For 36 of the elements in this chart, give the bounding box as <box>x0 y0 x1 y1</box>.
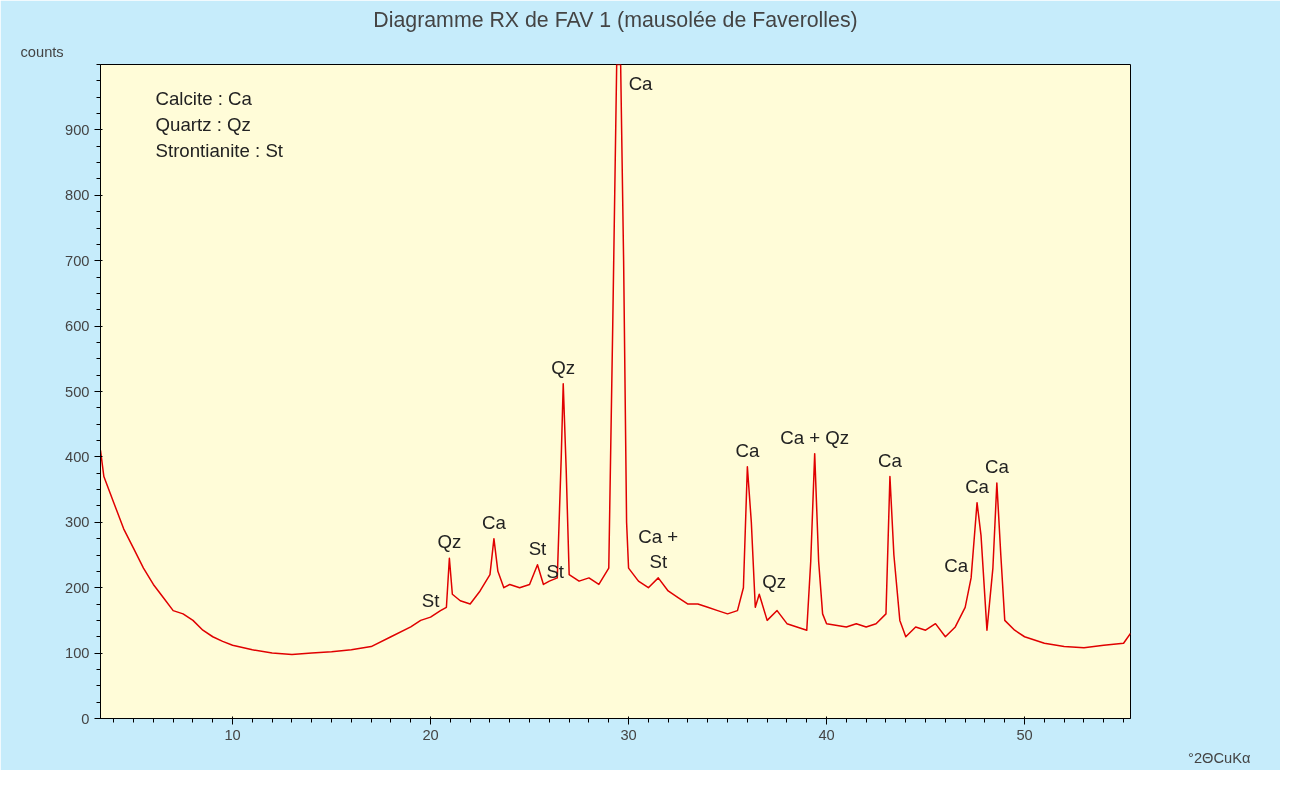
x-tick-label: 30 <box>620 726 637 743</box>
annotation: Ca <box>878 449 903 471</box>
x-tick-label: 20 <box>422 726 439 743</box>
annotation: St <box>528 537 548 559</box>
annotation: Ca <box>965 475 990 497</box>
annotation: Qz <box>762 571 787 593</box>
y-tick-label: 900 <box>65 121 90 138</box>
y-tick-label: 800 <box>65 187 90 204</box>
annotation: Ca <box>984 456 1010 478</box>
annotation: Ca + St <box>638 525 679 572</box>
chart-title: Diagramme RX de FAV 1 (mausolée de Faverolles) <box>373 7 858 32</box>
y-tick-label: 700 <box>65 252 90 269</box>
y-tick-label: 600 <box>65 318 90 335</box>
annotation: Strontianite : St <box>155 139 284 161</box>
annotation: Calcite : Ca <box>155 87 253 109</box>
y-tick-label: 200 <box>65 579 90 596</box>
annotation: Ca + Qz <box>780 426 850 448</box>
annotation: Quartz : Qz <box>155 113 251 135</box>
y-tick-label: 300 <box>65 514 90 531</box>
y-axis-title: counts <box>20 43 64 60</box>
annotation: Ca <box>735 439 760 461</box>
y-tick-label: 500 <box>65 383 90 400</box>
annotation: St <box>421 590 441 612</box>
annotation: Qz <box>551 356 576 378</box>
x-tick-label: 10 <box>224 726 241 743</box>
y-tick-label: 400 <box>65 448 90 465</box>
annotation: Ca <box>944 554 969 576</box>
y-tick-label: 0 <box>81 710 90 727</box>
x-axis-title: °2ΘCuKα <box>1188 749 1252 766</box>
line-series <box>100 64 1131 656</box>
annotation: Qz <box>437 531 462 553</box>
x-tick-label: 40 <box>818 726 835 743</box>
annotation: Ca <box>482 511 507 533</box>
annotation: Ca <box>628 72 654 94</box>
y-tick-label: 100 <box>65 645 90 662</box>
x-tick-label: 50 <box>1016 726 1033 743</box>
